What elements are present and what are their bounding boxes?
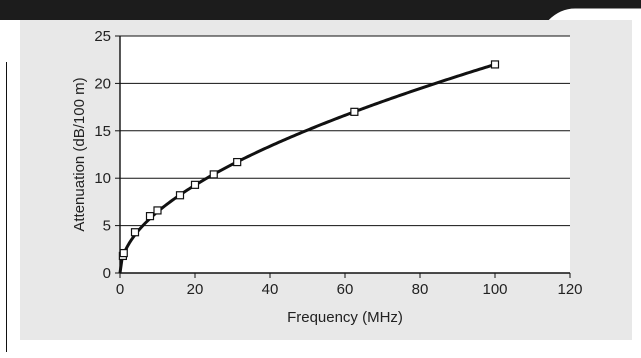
data-point-8 bbox=[233, 157, 242, 167]
x-tick-label-60: 60 bbox=[337, 281, 354, 298]
x-tick-label-0: 0 bbox=[116, 281, 124, 298]
x-tick-labels: 0 20 40 60 80 100 120 bbox=[116, 273, 583, 298]
gridlines bbox=[120, 35, 570, 227]
data-point-1 bbox=[119, 248, 128, 258]
y-tick-label-25: 25 bbox=[94, 28, 111, 45]
x-tick-label-100: 100 bbox=[482, 281, 507, 298]
left-margin-rule bbox=[6, 62, 7, 352]
y-tick-label-20: 20 bbox=[94, 75, 111, 92]
header-bar bbox=[0, 0, 641, 20]
data-point-6 bbox=[190, 180, 200, 189]
data-point-10 bbox=[490, 60, 500, 69]
y-axis-title: Attenuation (dB/100 m) bbox=[71, 77, 88, 231]
plot-area bbox=[120, 36, 570, 273]
y-tick-label-10: 10 bbox=[94, 170, 111, 187]
x-tick-label-40: 40 bbox=[262, 281, 279, 298]
y-tick-label-0: 0 bbox=[103, 265, 111, 282]
header-bar-shape bbox=[0, 0, 641, 20]
y-tick-label-15: 15 bbox=[94, 123, 111, 140]
data-point-5 bbox=[175, 191, 185, 200]
x-tick-label-120: 120 bbox=[557, 281, 582, 298]
x-tick-label-20: 20 bbox=[187, 281, 204, 298]
header-bar-outline bbox=[547, 7, 641, 20]
data-point-2 bbox=[130, 228, 140, 237]
y-tick-label-5: 5 bbox=[103, 218, 111, 235]
x-axis-title: Frequency (MHz) bbox=[287, 309, 403, 326]
data-markers bbox=[118, 60, 500, 261]
x-tick-label-80: 80 bbox=[412, 281, 429, 298]
y-tick-labels: 0 5 10 15 20 25 bbox=[94, 28, 120, 282]
data-point-3 bbox=[145, 212, 155, 221]
data-point-4 bbox=[153, 206, 162, 215]
data-point-9 bbox=[350, 107, 359, 116]
data-point-7 bbox=[209, 170, 218, 179]
